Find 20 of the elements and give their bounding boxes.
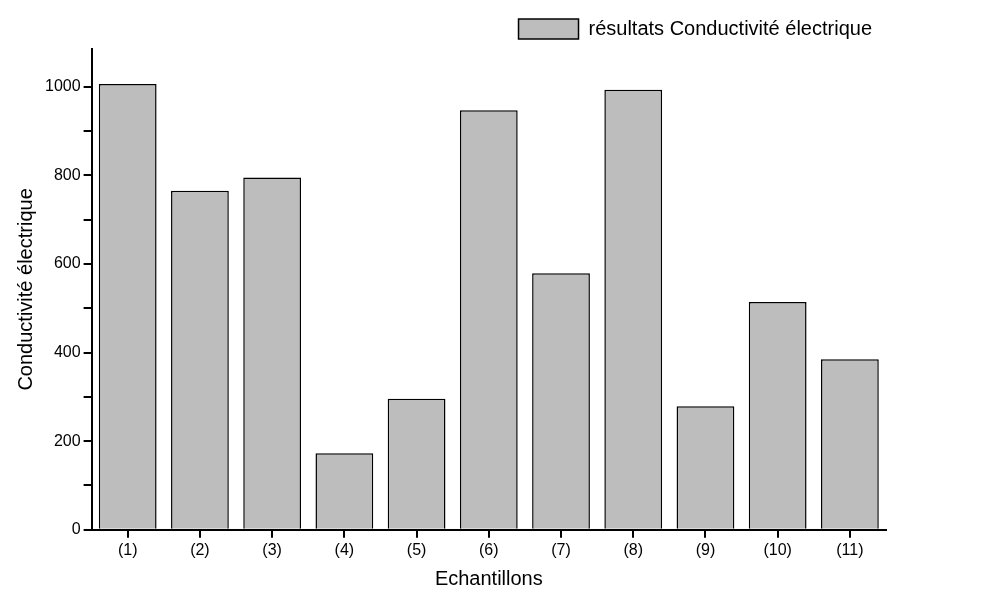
y-tick-label: 1000	[45, 77, 81, 95]
y-tick-label: 200	[53, 431, 81, 449]
y-tick-label: 400	[53, 342, 81, 360]
y-tick-label: 0	[71, 520, 81, 538]
x-tick-label: (9)	[695, 540, 716, 558]
x-tick-label: (7)	[551, 540, 571, 558]
x-tick-label: (6)	[479, 540, 499, 558]
y-tick-label: 600	[53, 254, 81, 272]
x-axis-title: Echantillons	[434, 566, 543, 589]
x-tick-label: (5)	[406, 540, 427, 558]
x-tick-label: (1)	[117, 540, 138, 558]
y-tick-label: 800	[53, 165, 81, 183]
x-tick-label: (10)	[763, 540, 792, 558]
x-tick-label: (2)	[190, 540, 210, 558]
x-tick-label: (4)	[334, 540, 355, 558]
y-axis-title: Conductivité électrique	[13, 188, 36, 391]
x-tick-label: (3)	[262, 540, 282, 558]
x-tick-label: (8)	[623, 540, 644, 558]
legend-label: résultats Conductivité électrique	[588, 16, 873, 39]
x-tick-label: (11)	[836, 540, 864, 558]
